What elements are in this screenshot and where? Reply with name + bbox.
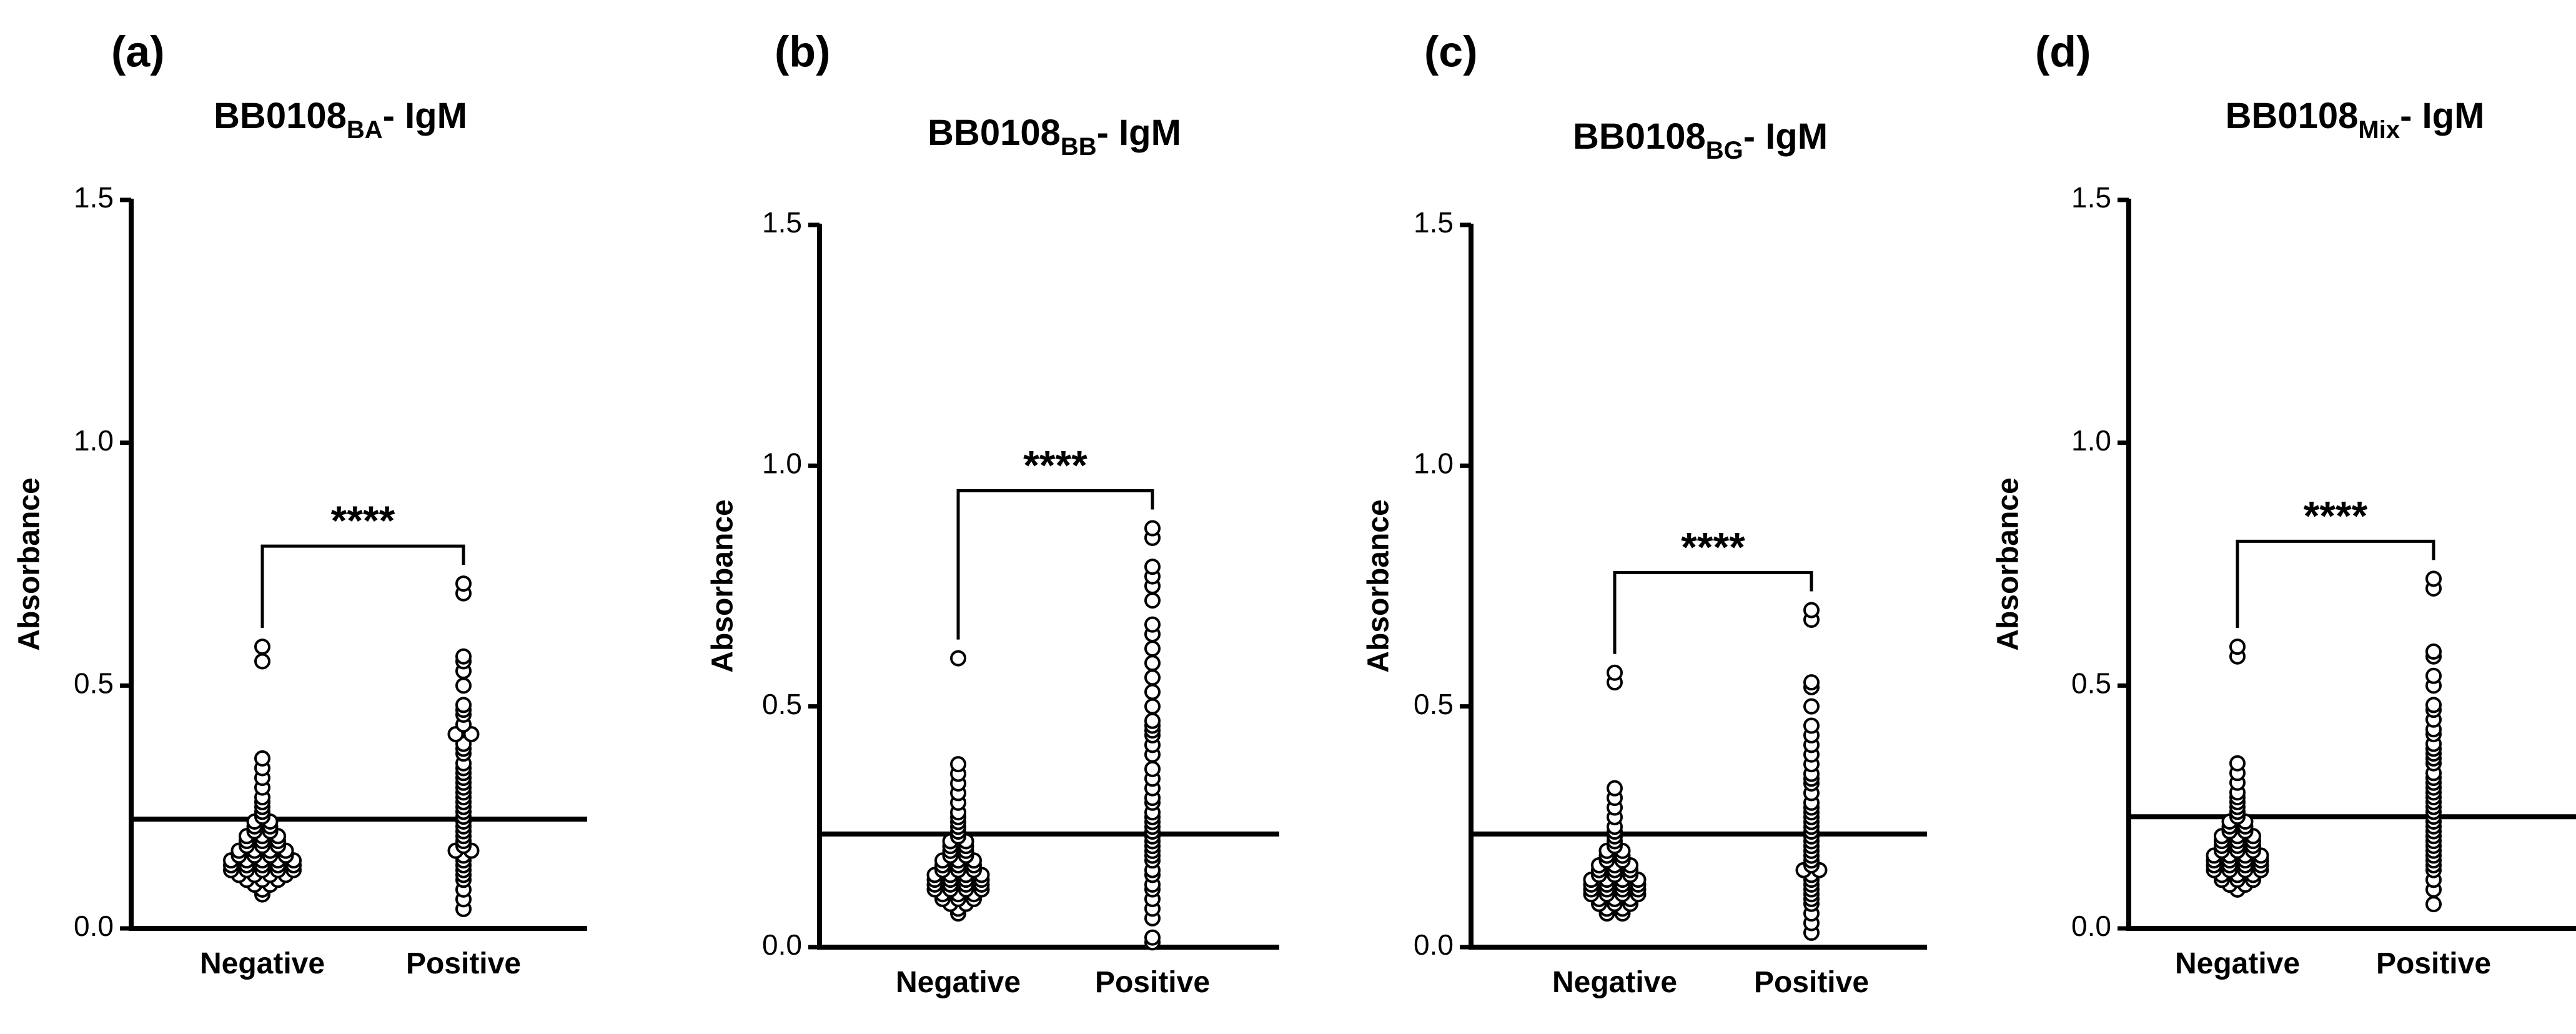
data-point-positive	[1144, 616, 1161, 633]
data-point-positive	[1144, 640, 1161, 657]
data-point-positive	[2425, 643, 2442, 660]
data-point-positive	[1144, 684, 1161, 700]
data-point-positive	[1803, 674, 1820, 691]
data-point-positive	[455, 648, 472, 665]
data-point-negative	[254, 639, 270, 655]
significance-label: ****	[1681, 524, 1745, 570]
y-tick-label: 0.5	[1414, 688, 1454, 720]
x-category-label: Positive	[406, 947, 521, 980]
chart-title: BB0108Mix- IgM	[2226, 96, 2485, 144]
data-point-positive	[1803, 602, 1820, 619]
significance-label: ****	[2304, 492, 2368, 539]
significance-label: ****	[1023, 442, 1087, 489]
data-point-negative	[254, 750, 270, 767]
data-point-negative	[950, 756, 966, 773]
panel-letter: (c)	[1424, 27, 1478, 76]
data-point-positive	[2425, 896, 2442, 913]
y-tick-label: 0.0	[762, 928, 802, 961]
x-category-label: Negative	[1552, 966, 1677, 999]
y-tick-label: 1.0	[2071, 424, 2111, 457]
significance-label: ****	[331, 497, 395, 544]
y-axis-title: Absorbance	[1992, 477, 2025, 650]
chart-panel-4: (d) BB0108Mix- IgM 0.0 0.5 1.0 1.5 Absorbance N…	[1992, 27, 2576, 980]
data-point-positive	[1144, 669, 1161, 686]
chart-title: BB0108BB- IgM	[928, 112, 1181, 161]
y-tick-label: 1.0	[1414, 447, 1454, 479]
data-point-positive	[1144, 698, 1161, 715]
chart-panel-2: (b) BB0108BB- IgM 0.0 0.5 1.0 1.5 Absorbance Ne…	[706, 27, 1279, 999]
x-category-label: Negative	[2175, 947, 2300, 980]
data-point-negative	[1607, 664, 1623, 681]
significance-bracket	[2236, 539, 2435, 629]
data-point-positive	[1144, 760, 1161, 777]
chart-panel-1: (a) BB0108BA- IgM 0.0 0.5 1.0 1.5 Absorbance Ne…	[13, 27, 587, 980]
panel-letter: (a)	[111, 27, 165, 76]
data-point-positive	[1803, 717, 1820, 734]
x-category-label: Positive	[1754, 966, 1869, 999]
significance-bracket	[956, 489, 1154, 640]
y-tick-label: 0.0	[2071, 910, 2111, 942]
y-tick-label: 1.0	[74, 424, 114, 457]
x-category-label: Positive	[1095, 966, 1210, 999]
y-tick-label: 0.5	[762, 688, 802, 720]
y-tick-label: 1.5	[762, 206, 802, 239]
data-point-positive	[455, 575, 472, 592]
data-point-positive	[1144, 655, 1161, 672]
y-tick-label: 1.5	[1414, 206, 1454, 239]
data-point-negative	[2229, 639, 2246, 655]
data-point-positive	[1144, 592, 1161, 609]
data-point-negative	[950, 650, 966, 667]
significance-bracket	[260, 544, 465, 629]
data-point-negative	[2229, 755, 2246, 772]
data-point-positive	[2425, 697, 2442, 713]
chart-panel-3: (c) BB0108BG- IgM 0.0 0.5 1.0 1.5 Absorbance Ne…	[1362, 27, 1927, 999]
x-category-label: Positive	[2376, 947, 2491, 980]
y-tick-label: 0.0	[74, 910, 114, 942]
y-tick-label: 0.0	[1414, 928, 1454, 961]
y-axis-title: Absorbance	[706, 499, 740, 672]
data-point-positive	[1144, 520, 1161, 537]
y-tick-label: 0.5	[74, 667, 114, 699]
y-tick-label: 1.5	[2071, 181, 2111, 214]
x-category-label: Negative	[200, 947, 325, 980]
y-tick-label: 1.0	[762, 447, 802, 479]
data-point-positive	[2425, 667, 2442, 684]
data-point-positive	[455, 697, 472, 713]
y-axis-title: Absorbance	[1362, 499, 1395, 672]
data-point-negative	[254, 653, 270, 670]
y-tick-label: 1.5	[74, 181, 114, 214]
data-point-positive	[455, 677, 472, 694]
data-point-positive	[1803, 698, 1820, 715]
data-point-positive	[1144, 929, 1161, 946]
y-axis-title: Absorbance	[13, 477, 46, 650]
data-point-negative	[1607, 780, 1623, 797]
significance-bracket	[1613, 571, 1813, 654]
y-tick-label: 0.5	[2071, 667, 2111, 699]
data-point-positive	[1144, 559, 1161, 575]
panel-letter: (b)	[775, 27, 830, 76]
data-point-positive	[2425, 570, 2442, 587]
chart-title: BB0108BA- IgM	[214, 96, 467, 144]
chart-title: BB0108BG- IgM	[1573, 116, 1828, 164]
x-category-label: Negative	[896, 966, 1021, 999]
data-point-positive	[1144, 712, 1161, 729]
panel-letter: (d)	[2035, 27, 2091, 76]
